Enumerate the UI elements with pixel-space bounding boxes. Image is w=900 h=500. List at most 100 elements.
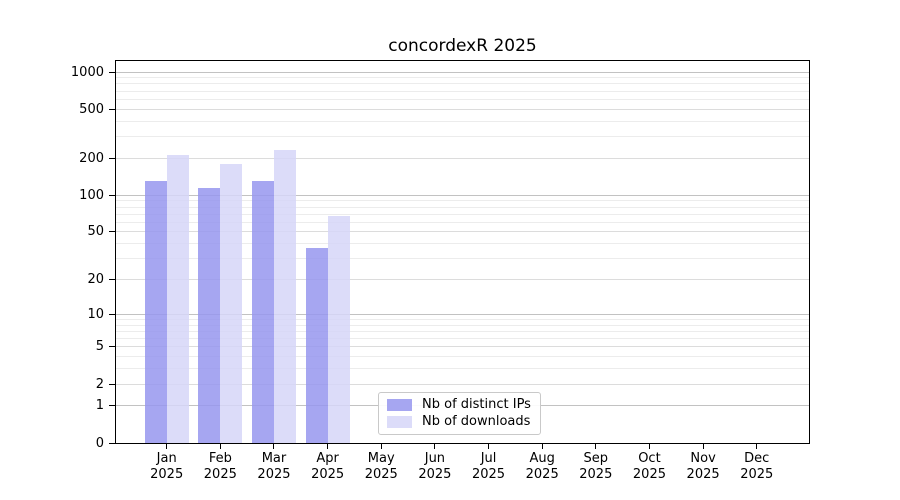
gridline bbox=[116, 356, 809, 358]
gridline bbox=[116, 221, 809, 223]
x-tick-year: 2025 bbox=[257, 467, 291, 482]
x-tick-label: Dec 2025 bbox=[722, 451, 792, 483]
gridline bbox=[116, 330, 809, 332]
x-tick-label: Nov 2025 bbox=[668, 451, 738, 483]
x-tick-year: 2025 bbox=[686, 467, 720, 482]
x-tick-label: Feb 2025 bbox=[185, 451, 255, 483]
x-tick-month: Feb bbox=[208, 451, 232, 466]
gridline bbox=[116, 206, 809, 208]
x-tick-year: 2025 bbox=[525, 467, 559, 482]
x-tick-year: 2025 bbox=[471, 467, 506, 482]
legend-label: Nb of distinct IPs bbox=[422, 397, 531, 412]
gridline bbox=[116, 231, 809, 233]
y-tick-mark bbox=[109, 157, 115, 159]
gridline bbox=[116, 368, 809, 370]
y-tick-label: 10 bbox=[87, 306, 104, 322]
y-tick-mark bbox=[109, 442, 115, 444]
legend-item: Nb of downloads bbox=[387, 413, 531, 430]
bar-jan-distinct-ips bbox=[144, 181, 167, 443]
gridline bbox=[116, 120, 809, 122]
x-tick-month: Jun bbox=[424, 451, 446, 466]
x-tick-label: Apr 2025 bbox=[293, 451, 363, 483]
gridline bbox=[116, 346, 809, 348]
y-tick-mark bbox=[109, 194, 115, 196]
x-tick-label: Jul 2025 bbox=[454, 451, 524, 483]
x-tick-month: Jul bbox=[480, 451, 497, 466]
legend-swatch-downloads bbox=[387, 415, 412, 428]
legend-swatch-distinct-ips bbox=[387, 398, 412, 411]
bar-feb-distinct-ips bbox=[198, 188, 221, 443]
y-tick-label: 1000 bbox=[70, 64, 104, 80]
gridline bbox=[116, 108, 809, 110]
x-tick-mark bbox=[380, 444, 382, 449]
plot-area bbox=[115, 60, 810, 444]
gridline bbox=[116, 77, 809, 79]
y-tick-mark bbox=[109, 405, 115, 407]
gridline bbox=[116, 318, 809, 320]
gridline bbox=[116, 243, 809, 245]
x-tick-year: 2025 bbox=[150, 467, 184, 482]
y-tick-mark bbox=[109, 313, 115, 315]
x-tick-month: Nov bbox=[690, 451, 716, 466]
x-tick-mark bbox=[541, 444, 543, 449]
legend: Nb of distinct IPs Nb of downloads bbox=[378, 392, 541, 435]
legend-label: Nb of downloads bbox=[422, 414, 531, 429]
x-tick-mark bbox=[756, 444, 758, 449]
x-tick-label: Jun 2025 bbox=[400, 451, 470, 483]
y-tick-mark bbox=[109, 346, 115, 348]
y-tick-label: 0 bbox=[95, 435, 104, 451]
gridline bbox=[116, 136, 809, 138]
y-tick-mark bbox=[109, 108, 115, 110]
gridline bbox=[116, 213, 809, 215]
gridline bbox=[116, 194, 809, 196]
x-tick-year: 2025 bbox=[203, 467, 237, 482]
x-tick-year: 2025 bbox=[632, 467, 666, 482]
x-tick-month: Mar bbox=[261, 451, 287, 466]
x-tick-month: Apr bbox=[316, 451, 339, 466]
bar-mar-distinct-ips bbox=[251, 180, 274, 443]
bar-apr-distinct-ips bbox=[305, 247, 328, 443]
y-tick-mark bbox=[109, 71, 115, 73]
x-tick-month: Oct bbox=[638, 451, 661, 466]
gridline bbox=[116, 279, 809, 280]
x-tick-mark bbox=[595, 444, 597, 449]
bar-mar-downloads bbox=[273, 149, 296, 443]
x-tick-mark bbox=[648, 444, 650, 449]
x-tick-label: Oct 2025 bbox=[614, 451, 684, 483]
gridline bbox=[116, 313, 809, 315]
y-tick-label: 100 bbox=[79, 187, 104, 203]
x-tick-label: Jan 2025 bbox=[132, 451, 202, 483]
y-tick-mark bbox=[109, 231, 115, 233]
gridline bbox=[116, 258, 809, 260]
x-tick-label: May 2025 bbox=[346, 451, 416, 483]
x-tick-mark bbox=[273, 444, 275, 449]
gridline bbox=[116, 338, 809, 339]
y-tick-label: 5 bbox=[95, 339, 104, 355]
x-tick-year: 2025 bbox=[579, 467, 613, 482]
gridline bbox=[116, 200, 809, 202]
x-tick-mark bbox=[434, 444, 436, 449]
gridline bbox=[116, 157, 809, 159]
x-tick-mark bbox=[702, 444, 704, 449]
x-tick-year: 2025 bbox=[740, 467, 774, 482]
x-tick-mark bbox=[219, 444, 221, 449]
gridline bbox=[116, 324, 809, 326]
x-tick-mark bbox=[166, 444, 168, 449]
gridline bbox=[116, 90, 809, 92]
y-tick-label: 2 bbox=[95, 376, 104, 392]
y-tick-mark bbox=[109, 383, 115, 385]
gridline bbox=[116, 98, 809, 100]
chart-title: concordexR 2025 bbox=[388, 36, 537, 56]
gridline bbox=[116, 71, 809, 73]
x-tick-year: 2025 bbox=[418, 467, 452, 482]
bar-feb-downloads bbox=[220, 163, 243, 443]
x-tick-month: Jan bbox=[156, 451, 177, 466]
y-tick-label: 1 bbox=[95, 398, 104, 414]
gridline bbox=[116, 83, 809, 85]
x-tick-label: Mar 2025 bbox=[239, 451, 309, 483]
bar-jan-downloads bbox=[166, 155, 189, 443]
x-tick-month: Aug bbox=[529, 451, 555, 466]
y-tick-mark bbox=[109, 279, 115, 280]
x-tick-year: 2025 bbox=[364, 467, 398, 482]
x-tick-month: Sep bbox=[583, 451, 609, 466]
